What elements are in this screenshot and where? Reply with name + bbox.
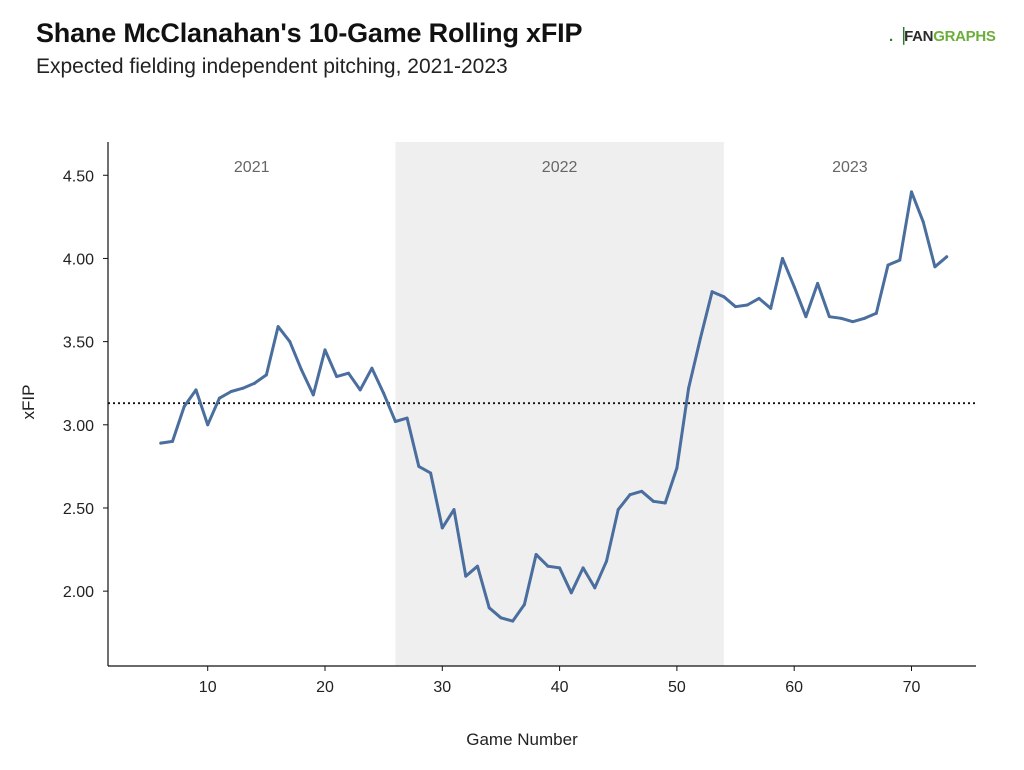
data-point [687, 386, 691, 390]
y-axis-ticks: 2.00 2.50 3.00 3.50 4.00 4.50 [63, 168, 108, 601]
data-point [194, 388, 198, 392]
data-point [300, 368, 304, 372]
data-point [546, 564, 550, 568]
fangraphs-logo-mark: .▕ [889, 28, 905, 45]
data-point [745, 303, 749, 307]
data-point [874, 311, 878, 315]
data-point [534, 553, 538, 557]
data-point [605, 559, 609, 563]
data-point [475, 564, 479, 568]
data-point [253, 381, 257, 385]
data-point [569, 591, 573, 595]
data-point [698, 336, 702, 340]
data-point [288, 340, 292, 344]
data-point [323, 348, 327, 352]
data-point [171, 439, 175, 443]
data-point [816, 281, 820, 285]
x-tick-label: 10 [199, 679, 217, 696]
y-tick-label: 2.00 [63, 584, 94, 601]
x-tick-label: 50 [668, 679, 686, 696]
season-band-labels: 2021 2022 2023 [234, 159, 868, 176]
data-point [710, 290, 714, 294]
data-point [886, 263, 890, 267]
axes [107, 142, 976, 667]
data-point [487, 606, 491, 610]
data-point [581, 566, 585, 570]
data-point [417, 464, 421, 468]
data-point [558, 566, 562, 570]
data-point [616, 508, 620, 512]
x-tick-label: 70 [903, 679, 921, 696]
data-point [206, 423, 210, 427]
data-point [804, 315, 808, 319]
y-axis-title: xFIP [19, 385, 38, 420]
data-point [370, 366, 374, 370]
data-point [651, 499, 655, 503]
y-tick-label: 4.00 [63, 251, 94, 268]
y-tick-label: 2.50 [63, 501, 94, 518]
chart-title: Shane McClanahan's 10-Game Rolling xFIP [36, 18, 583, 48]
data-point [511, 619, 515, 623]
fangraphs-logo: .▕FANGRAPHS [889, 27, 996, 45]
data-point [382, 391, 386, 395]
y-tick-label: 4.50 [63, 168, 94, 185]
season-label-2022: 2022 [542, 159, 578, 176]
fangraphs-logo-graphs: GRAPHS [933, 28, 996, 45]
data-point [159, 441, 163, 445]
data-point [839, 316, 843, 320]
data-point [229, 390, 233, 394]
data-point [499, 616, 503, 620]
data-point [440, 526, 444, 530]
xfip-series-line [159, 190, 949, 623]
data-point [452, 508, 456, 512]
data-point [522, 602, 526, 606]
data-point [628, 493, 632, 497]
data-point [780, 256, 784, 260]
data-point [276, 325, 280, 329]
x-tick-label: 60 [785, 679, 803, 696]
data-point [429, 471, 433, 475]
data-point [921, 220, 925, 224]
x-tick-label: 40 [551, 679, 569, 696]
data-point [182, 404, 186, 408]
data-point [734, 305, 738, 309]
data-point [264, 373, 268, 377]
data-point [863, 316, 867, 320]
data-point [640, 489, 644, 493]
x-axis-ticks: 10 20 30 40 50 60 70 [199, 666, 921, 696]
data-point [663, 501, 667, 505]
data-point [335, 375, 339, 379]
chart-subtitle: Expected fielding independent pitching, … [36, 55, 508, 78]
data-point [241, 386, 245, 390]
y-tick-label: 3.50 [63, 335, 94, 352]
data-point [311, 393, 315, 397]
season-label-2023: 2023 [832, 159, 868, 176]
data-point [792, 285, 796, 289]
x-axis-title: Game Number [466, 730, 578, 749]
x-tick-label: 30 [433, 679, 451, 696]
x-tick-label: 20 [316, 679, 334, 696]
data-point [346, 371, 350, 375]
data-point [405, 416, 409, 420]
series-points [159, 190, 949, 623]
data-point [358, 388, 362, 392]
data-point [769, 306, 773, 310]
data-point [945, 255, 949, 259]
data-point [851, 320, 855, 324]
data-point [217, 396, 221, 400]
data-point [757, 296, 761, 300]
data-point [464, 574, 468, 578]
data-point [722, 295, 726, 299]
data-point [898, 258, 902, 262]
data-point [393, 419, 397, 423]
season-label-2021: 2021 [234, 159, 270, 176]
fangraphs-logo-fan: FAN [904, 28, 934, 45]
data-point [909, 190, 913, 194]
data-point [933, 265, 937, 269]
y-tick-label: 3.00 [63, 418, 94, 435]
data-point [827, 315, 831, 319]
data-point [675, 466, 679, 470]
data-point [593, 586, 597, 590]
